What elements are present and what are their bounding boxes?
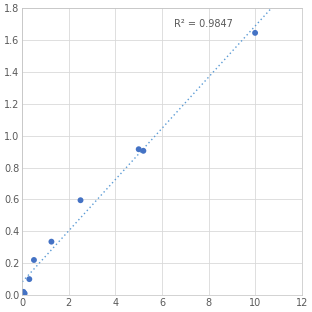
Point bbox=[78, 198, 83, 203]
Point bbox=[21, 289, 26, 294]
Point bbox=[136, 147, 141, 152]
Point bbox=[253, 30, 258, 35]
Point bbox=[49, 239, 54, 244]
Point bbox=[22, 291, 27, 296]
Text: R² = 0.9847: R² = 0.9847 bbox=[173, 19, 232, 29]
Point bbox=[141, 148, 146, 153]
Point bbox=[27, 277, 32, 282]
Point bbox=[32, 257, 37, 262]
